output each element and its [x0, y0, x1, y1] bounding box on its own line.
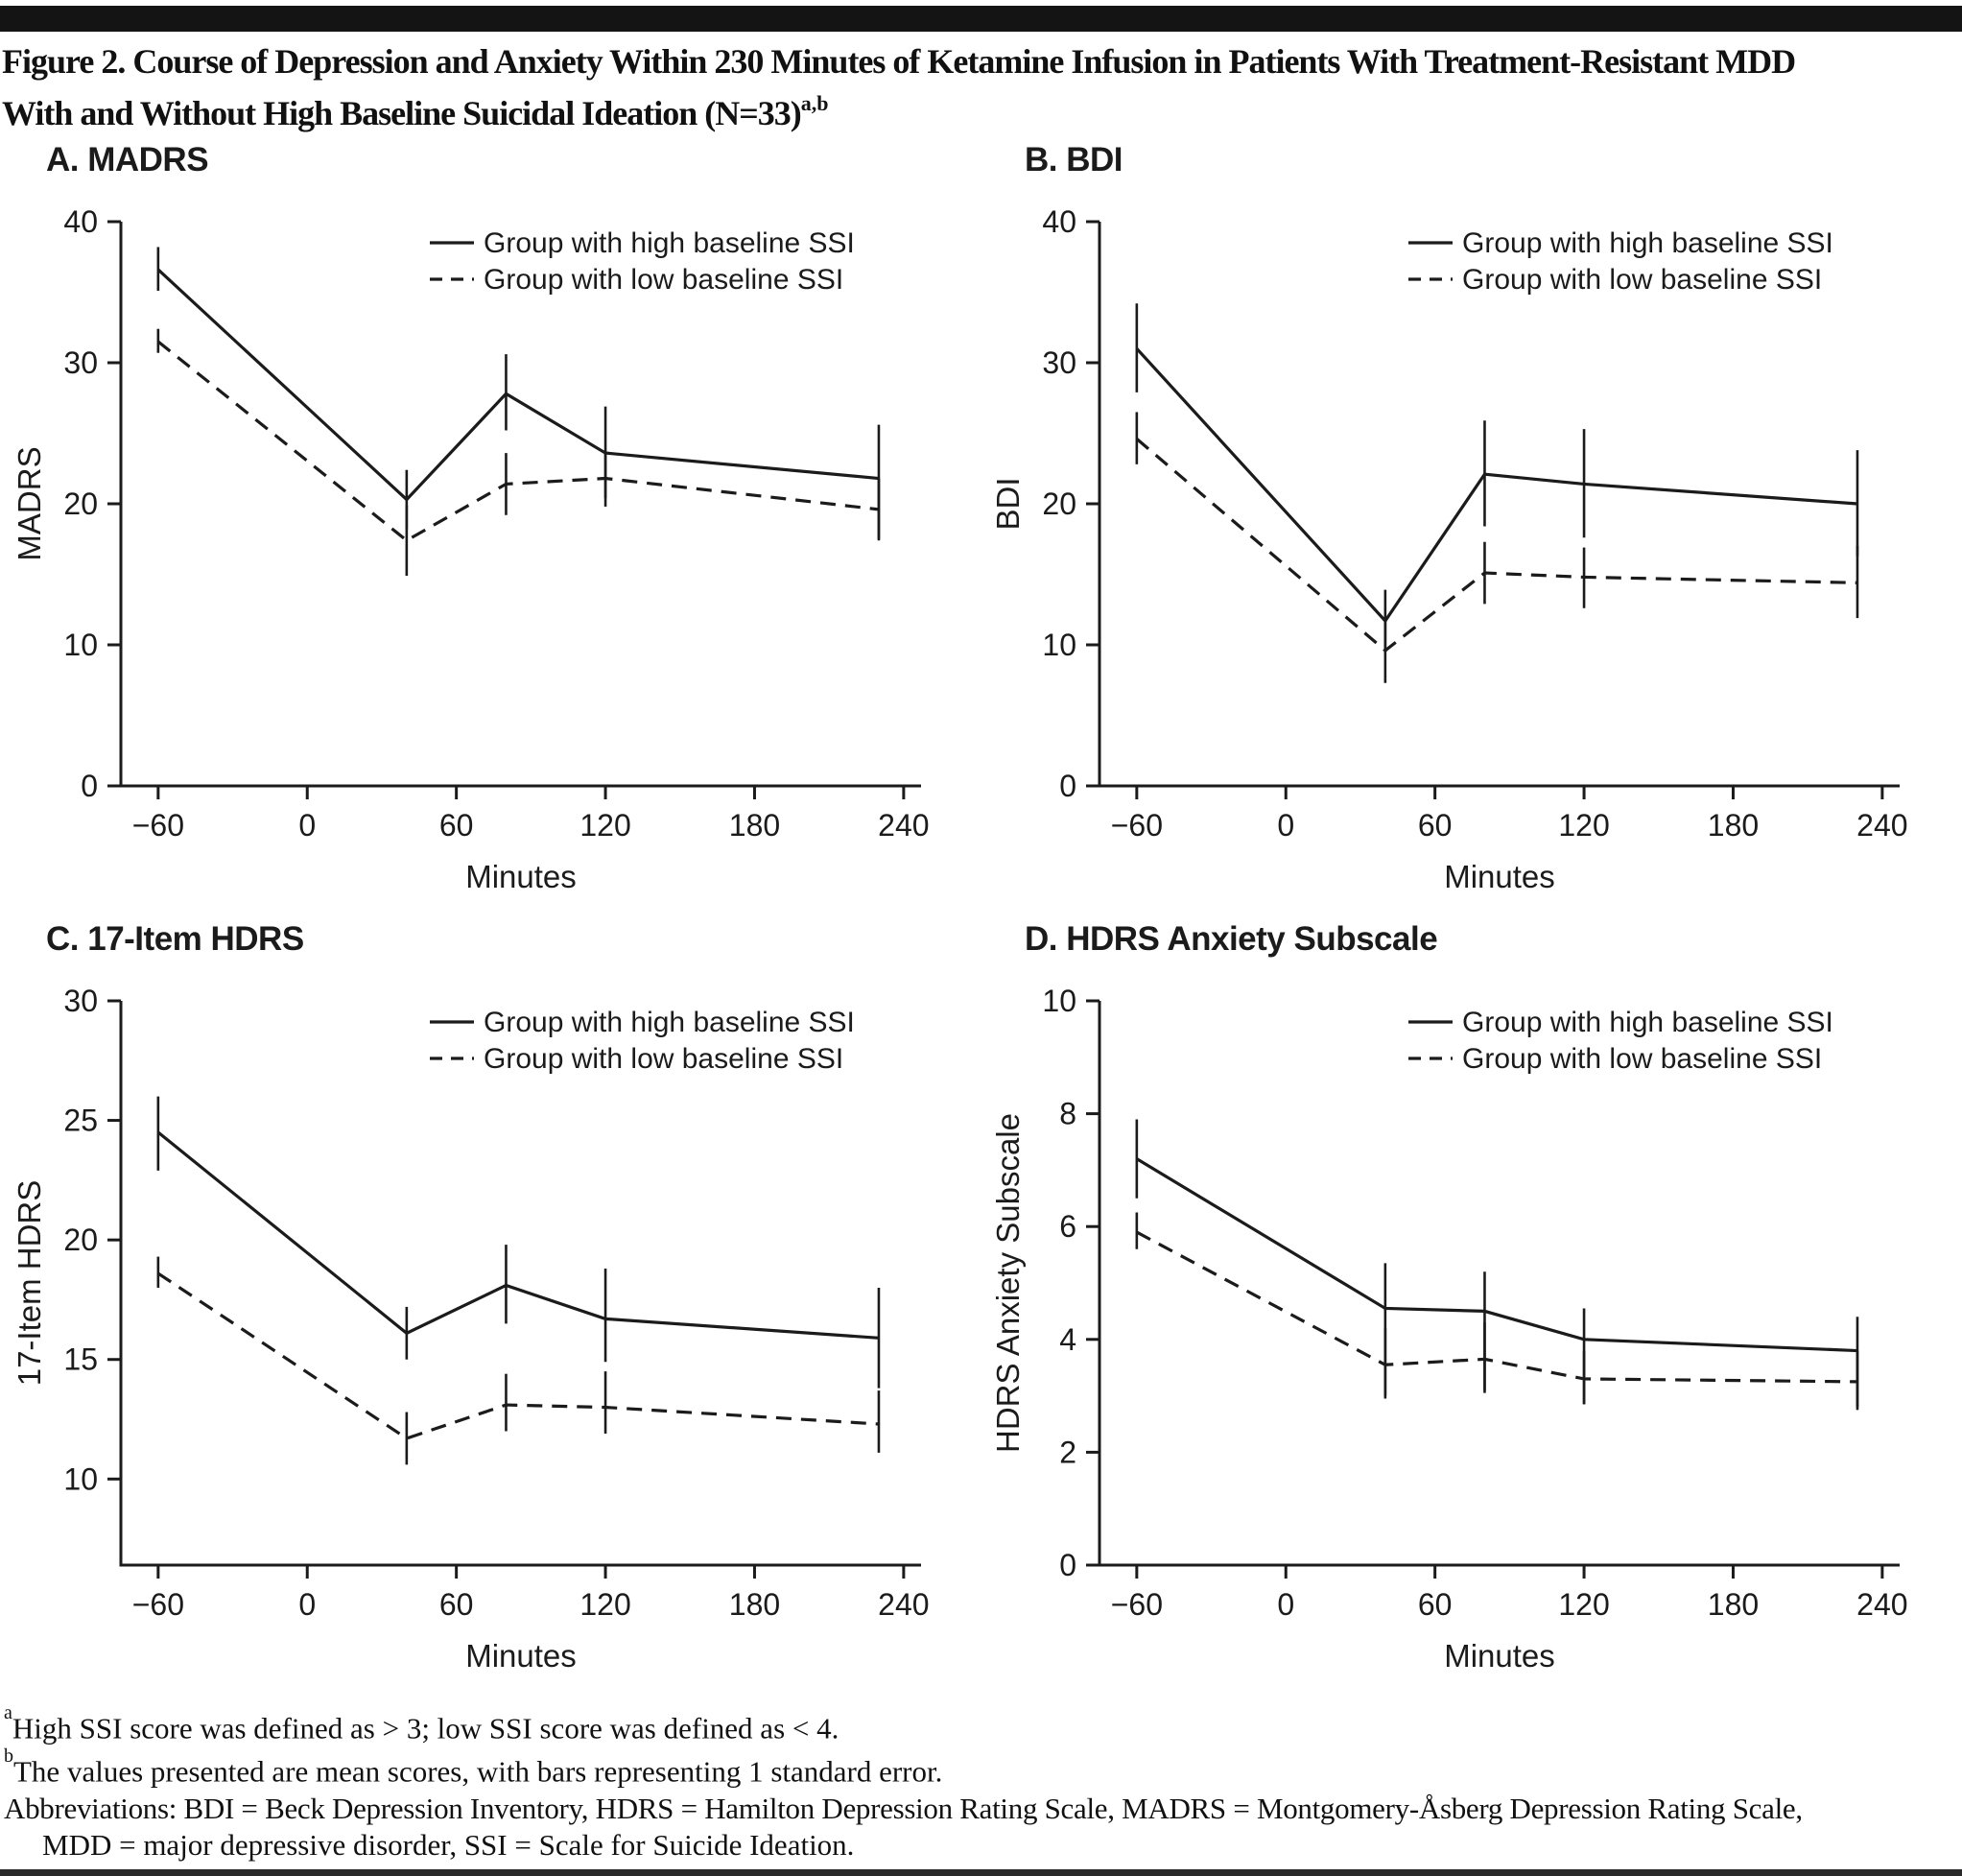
y-tick-label: 10 [63, 628, 98, 662]
figure-title-superscript: a,b [800, 91, 829, 115]
line-low-ssi [156, 1271, 880, 1440]
x-tick-label: 180 [1708, 1587, 1759, 1622]
x-tick-label: 60 [1418, 808, 1453, 843]
y-tick-label: 40 [1042, 204, 1076, 239]
line-low-ssi [1135, 438, 1858, 653]
y-tick-label: 6 [1059, 1209, 1076, 1244]
y-axis-title: MADRS [12, 446, 47, 560]
panel-madrs: A. MADRS 0 10 20 30 40 −60 0 60 120 180 240 MADRS Mi… [8, 141, 979, 911]
x-tick-label: 60 [1418, 1587, 1453, 1622]
legend-high-ssi-label: Group with high baseline SSI [1462, 227, 1833, 259]
y-tick-label: 2 [1059, 1435, 1076, 1469]
x-tick-label: 180 [729, 1587, 780, 1622]
footnote-b-text: The values presented are mean scores, wi… [13, 1754, 943, 1789]
y-tick-label: 10 [63, 1461, 98, 1496]
y-tick-label: 20 [63, 487, 98, 521]
line-high-ssi [1135, 347, 1858, 624]
x-tick-label: 60 [439, 1587, 474, 1622]
panel-bdi: B. BDI 0 10 20 30 40 −60 0 60 120 180 240 BDI Minute… [986, 141, 1957, 911]
panels-grid: A. MADRS 0 10 20 30 40 −60 0 60 120 180 240 MADRS Mi… [8, 141, 1962, 1690]
figure-title-line1: Figure 2. Course of Depression and Anxie… [2, 42, 1796, 81]
line-high-ssi [1136, 1157, 1858, 1353]
y-tick-label: 0 [1059, 769, 1076, 803]
y-tick-label: 30 [63, 984, 98, 1018]
panel-hdrs-anxiety: D. HDRS Anxiety Subscale 0 2 4 6 8 10 −60 0 60 12… [986, 920, 1957, 1690]
x-axis-title: Minutes [465, 1638, 577, 1674]
y-tick-label: 25 [63, 1104, 98, 1138]
line-low-ssi [1136, 1230, 1857, 1384]
x-tick-label: 0 [1277, 1587, 1294, 1622]
y-tick-label: 4 [1059, 1322, 1076, 1357]
abbreviations-line1: Abbreviations: BDI = Beck Depression Inv… [4, 1791, 1803, 1825]
y-tick-label: 0 [1059, 1548, 1076, 1582]
figure-page: Figure 2. Course of Depression and Anxie… [0, 6, 1962, 1876]
x-axis-title: Minutes [1444, 1638, 1555, 1674]
y-tick-label: 8 [1059, 1097, 1076, 1131]
legend-high-ssi-label: Group with high baseline SSI [1462, 1007, 1833, 1038]
x-tick-label: 240 [878, 1587, 929, 1622]
legend-high-ssi-label: Group with high baseline SSI [484, 227, 855, 259]
x-tick-label: −60 [1111, 808, 1163, 843]
y-axis-title: 17-Item HDRS [12, 1180, 47, 1387]
legend-low-ssi-label: Group with low baseline SSI [484, 1043, 843, 1075]
chart-bdi: 0 10 20 30 40 −60 0 60 120 180 240 BDI Minutes Group … [990, 204, 1908, 894]
x-tick-label: 60 [439, 808, 474, 843]
x-tick-label: −60 [132, 808, 184, 843]
x-tick-label: 120 [579, 1587, 630, 1622]
x-tick-label: 120 [1558, 808, 1609, 843]
legend-low-ssi-label: Group with low baseline SSI [1462, 264, 1822, 296]
chart-hdrs-anxiety: 0 2 4 6 8 10 −60 0 60 120 180 240 HDRS Anxiety Subsc… [990, 984, 1908, 1674]
x-tick-label: 0 [298, 808, 316, 843]
x-tick-label: 180 [729, 808, 780, 843]
y-tick-label: 40 [63, 204, 98, 239]
y-axis-title: HDRS Anxiety Subscale [990, 1113, 1026, 1453]
x-tick-label: 240 [1856, 1587, 1907, 1622]
line-high-ssi [156, 268, 880, 502]
x-tick-label: −60 [1111, 1587, 1163, 1622]
x-tick-label: 120 [579, 808, 630, 843]
figure-title: Figure 2. Course of Depression and Anxie… [2, 40, 1962, 135]
footnotes: aHigh SSI score was defined as > 3; low … [4, 1702, 1962, 1864]
x-tick-label: 0 [298, 1587, 316, 1622]
footnote-a-marker: a [4, 1702, 12, 1723]
x-tick-label: 0 [1277, 808, 1294, 843]
x-axis-title: Minutes [1444, 859, 1555, 894]
x-tick-label: 240 [1856, 808, 1907, 843]
chart-hdrs17: 10 15 20 25 30 −60 0 60 120 180 240 17-Item HDRS Min… [12, 984, 930, 1674]
footnote-a: aHigh SSI score was defined as > 3; low … [4, 1702, 1962, 1746]
legend-low-ssi-label: Group with low baseline SSI [484, 264, 843, 296]
panel-hdrs17: C. 17-Item HDRS 10 15 20 25 30 −60 0 60 120 180 24… [8, 920, 979, 1690]
x-tick-label: 120 [1558, 1587, 1609, 1622]
x-axis-title: Minutes [465, 859, 577, 894]
panel-madrs-title: A. MADRS [46, 141, 209, 178]
x-tick-label: 180 [1708, 808, 1759, 843]
x-tick-label: 240 [878, 808, 929, 843]
footnote-b: bThe values presented are mean scores, w… [4, 1745, 1962, 1790]
chart-madrs: 0 10 20 30 40 −60 0 60 120 180 240 MADRS Minutes Grou… [12, 204, 930, 894]
panel-bdi-title: B. BDI [1025, 141, 1123, 178]
line-high-ssi [156, 1130, 880, 1340]
y-tick-label: 10 [1042, 984, 1076, 1018]
y-tick-label: 20 [1042, 487, 1076, 521]
line-low-ssi [156, 340, 880, 543]
legend-high-ssi-label: Group with high baseline SSI [484, 1007, 855, 1038]
bottom-rule [0, 1868, 1962, 1876]
top-rule [0, 6, 1962, 32]
figure-title-line2: With and Without High Baseline Suicidal … [2, 94, 802, 132]
footnote-a-text: High SSI score was defined as > 3; low S… [12, 1711, 839, 1745]
y-tick-label: 30 [1042, 345, 1076, 380]
y-axis-title: BDI [990, 477, 1026, 530]
legend-low-ssi-label: Group with low baseline SSI [1462, 1043, 1822, 1075]
footnote-b-marker: b [4, 1745, 13, 1768]
panel-hdrs-anxiety-title: D. HDRS Anxiety Subscale [1025, 920, 1438, 958]
panel-hdrs17-title: C. 17-Item HDRS [46, 920, 304, 958]
y-tick-label: 30 [63, 345, 98, 380]
x-tick-label: −60 [132, 1587, 184, 1622]
abbreviations-line2: MDD = major depressive disorder, SSI = S… [42, 1827, 855, 1862]
y-tick-label: 15 [63, 1342, 98, 1377]
y-tick-label: 10 [1042, 628, 1076, 662]
y-tick-label: 0 [81, 769, 98, 803]
y-tick-label: 20 [63, 1223, 98, 1257]
